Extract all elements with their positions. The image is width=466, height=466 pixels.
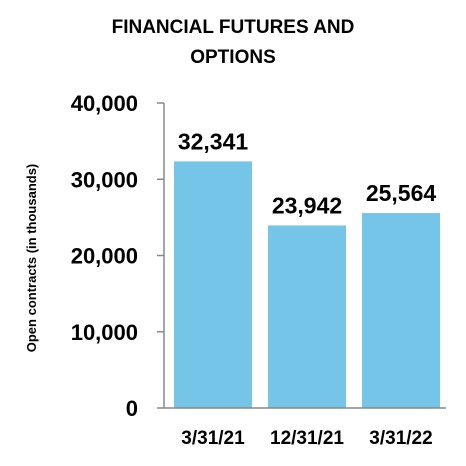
- data-label: 25,564: [366, 180, 437, 206]
- bar-3-31-21: [174, 161, 252, 408]
- bar-12-31-21: [268, 225, 346, 408]
- y-axis-ticks: 0 10,000 20,000 30,000 40,000: [71, 91, 164, 421]
- bar-3-31-22: [362, 213, 440, 408]
- y-tick-label: 10,000: [71, 320, 138, 345]
- x-tick-label: 3/31/22: [369, 428, 432, 449]
- bars: [174, 161, 440, 408]
- chart-title-line-2: OPTIONS: [190, 47, 276, 68]
- y-tick-label: 20,000: [71, 244, 138, 269]
- data-label: 23,942: [272, 192, 342, 218]
- x-tick-label: 3/31/21: [181, 428, 245, 449]
- y-axis-label: Open contracts (in thousands): [24, 164, 39, 353]
- data-labels: 32,341 23,942 25,564: [178, 128, 437, 218]
- y-tick-label: 30,000: [71, 167, 138, 192]
- x-axis-ticks: 3/31/21 12/31/21 3/31/22: [181, 428, 432, 449]
- chart-title-line-1: FINANCIAL FUTURES AND: [112, 17, 355, 38]
- y-tick-label: 0: [126, 396, 138, 421]
- x-tick-label: 12/31/21: [270, 428, 344, 449]
- y-tick-label: 40,000: [71, 91, 138, 116]
- data-label: 32,341: [178, 128, 249, 154]
- axes: [163, 103, 446, 409]
